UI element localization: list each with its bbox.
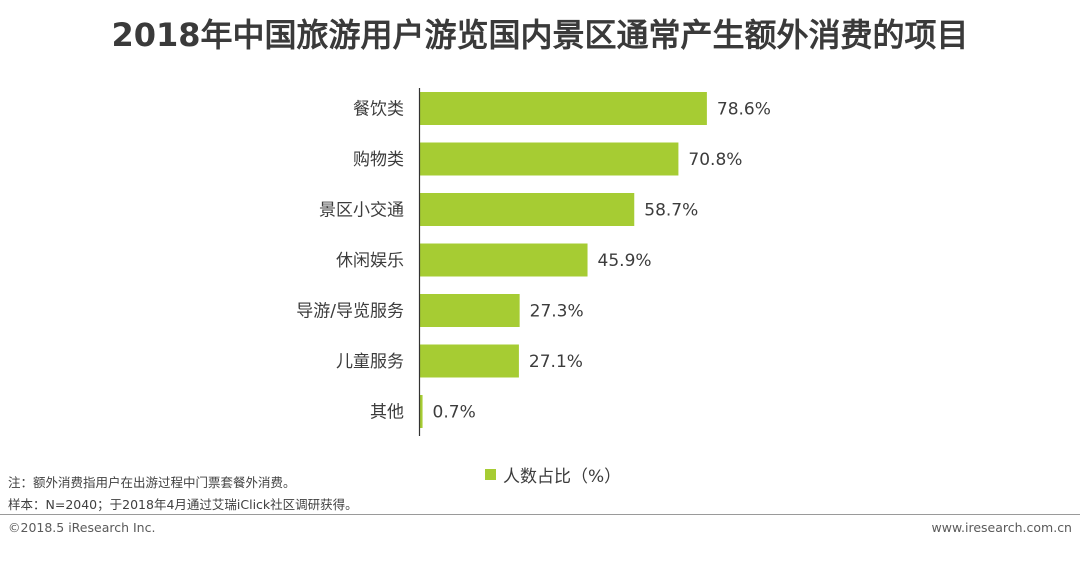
- category-label: 其他: [370, 403, 404, 423]
- bar-4: [420, 294, 520, 327]
- legend-swatch: [485, 469, 496, 480]
- value-label: 27.1%: [529, 352, 583, 372]
- bar-1: [420, 142, 679, 176]
- category-label: 休闲娱乐: [336, 251, 404, 271]
- bar-2: [420, 193, 635, 226]
- legend: 人数占比（%）: [485, 462, 621, 487]
- category-label: 导游/导览服务: [296, 302, 404, 322]
- note-definition: 注：额外消费指用户在出游过程中门票套餐外消费。: [8, 475, 296, 490]
- value-label: 70.8%: [688, 150, 742, 170]
- value-label: 0.7%: [433, 403, 476, 423]
- value-label: 45.9%: [598, 251, 652, 271]
- footer-website: www.iresearch.com.cn: [931, 520, 1073, 535]
- value-label: 58.7%: [644, 201, 698, 221]
- bar-5: [420, 344, 519, 378]
- bar-6: [420, 395, 423, 428]
- footer-copyright: ©2018.5 iResearch Inc.: [8, 520, 156, 535]
- value-label: 27.3%: [530, 302, 584, 322]
- category-label: 儿童服务: [336, 352, 404, 372]
- legend-label: 人数占比（%）: [503, 467, 622, 487]
- category-label: 餐饮类: [353, 100, 404, 120]
- footer-divider: [0, 514, 1080, 515]
- value-label: 78.6%: [717, 100, 771, 120]
- category-label: 购物类: [353, 150, 404, 170]
- bars-group: 餐饮类 78.6% 购物类 70.8% 景区小交通 58.7% 休闲娱乐 45.9% 导游/导览…: [296, 92, 771, 428]
- bar-chart: 餐饮类 78.6% 购物类 70.8% 景区小交通 58.7% 休闲娱乐 45.9% 导游/导览…: [296, 88, 771, 436]
- bar-0: [420, 92, 707, 125]
- category-label: 景区小交通: [319, 201, 404, 221]
- chart-title: 2018年中国旅游用户游览国内景区通常产生额外消费的项目: [111, 16, 969, 54]
- note-sample: 样本：N=2040；于2018年4月通过艾瑞iClick社区调研获得。: [8, 497, 358, 512]
- bar-3: [420, 243, 588, 277]
